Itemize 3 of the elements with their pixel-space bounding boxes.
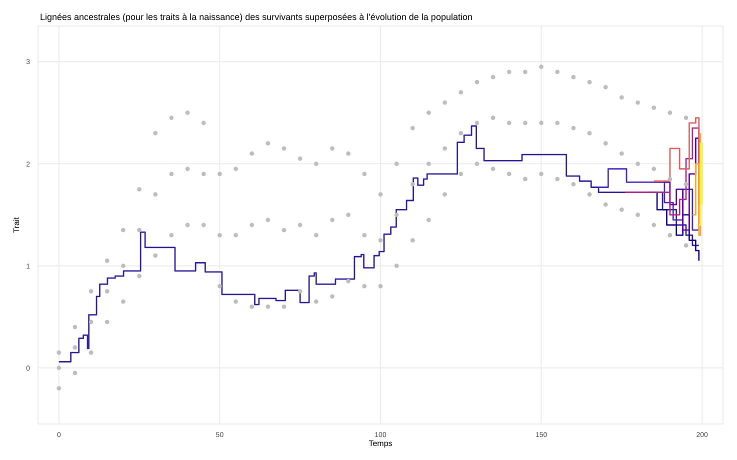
- y-axis-title: Trait: [12, 216, 21, 233]
- x-axis-title: Temps: [368, 439, 392, 448]
- chart-title: Lignées ancestrales (pour les traits à la naissance) des survivants superposées à l'évolution de la population: [40, 12, 472, 22]
